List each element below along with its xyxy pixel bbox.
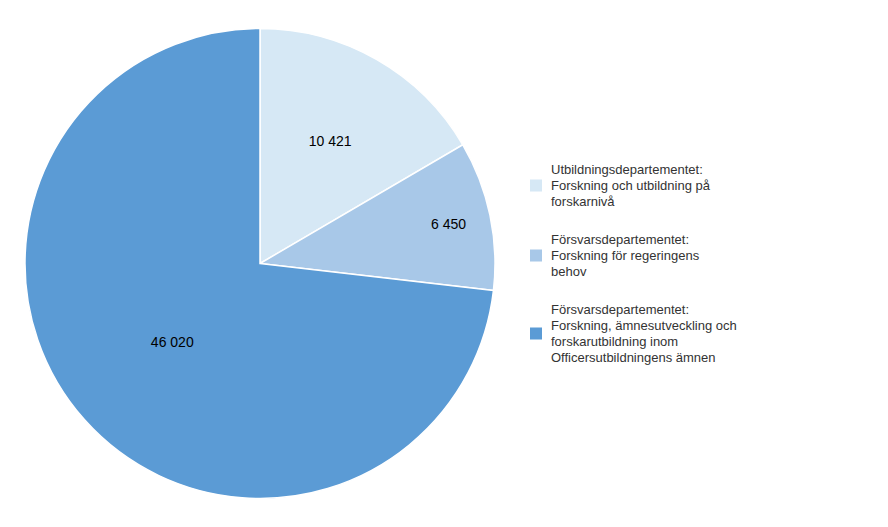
- chart: 10 421 6 450 46 020 Utbildningsdepartemente…: [0, 0, 888, 527]
- legend-swatch: [530, 328, 542, 340]
- slice-label: 6 450: [431, 216, 466, 232]
- pie-slice: [25, 29, 493, 499]
- legend-swatch: [530, 180, 542, 192]
- legend-label: Utbildningsdepartementet:Forskning och u…: [551, 162, 711, 209]
- slice-label: 10 421: [309, 133, 352, 149]
- pie: [25, 29, 495, 499]
- slice-label: 46 020: [151, 334, 194, 350]
- legend-label: Försvarsdepartementet:Forskning för rege…: [551, 232, 700, 279]
- legend-label: Försvarsdepartementet:Forskning, ämnesut…: [551, 302, 737, 365]
- legend-swatch: [530, 250, 542, 262]
- legend: Utbildningsdepartementet:Forskning och u…: [530, 162, 737, 365]
- slice-labels: 10 421 6 450 46 020: [151, 133, 466, 350]
- chart-container: 10 421 6 450 46 020 Utbildningsdepartemente…: [0, 0, 888, 527]
